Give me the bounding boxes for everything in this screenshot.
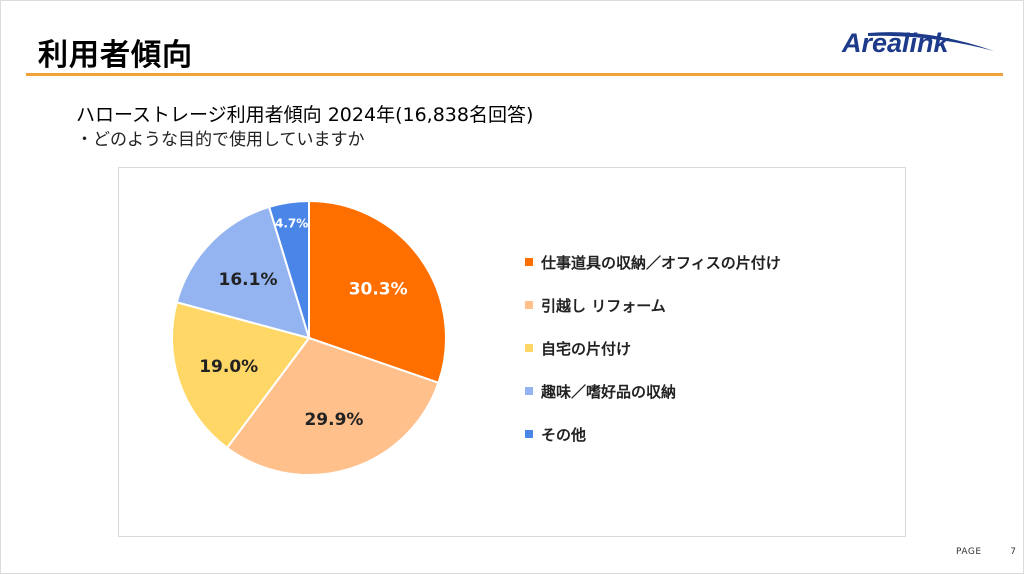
legend-swatch [525,258,533,266]
chart-container: 30.3% 29.9% 19.0% 16.1% 4.7% 仕事道具の収納／オフィスの片付… [118,167,906,537]
legend-label: 自宅の片付け [541,339,632,358]
data-label-moving-reform: 29.9% [304,410,363,430]
page-label: PAGE [956,547,982,557]
page-number: PAGE 7 [956,547,1017,557]
chart-subtitle: ハローストレージ利用者傾向 2024年(16,838名回答) [76,104,534,126]
legend-label: 仕事道具の収納／オフィスの片付け [541,253,781,272]
data-label-work-storage: 30.3% [349,280,408,300]
legend-swatch [525,344,533,352]
logo-swoosh [868,32,994,51]
legend-label: 引越し リフォーム [541,296,666,315]
legend-item-home-tidying: 自宅の片付け [525,338,631,358]
page-title: 利用者傾向 [38,38,193,73]
legend-item-moving-reform: 引越し リフォーム [525,295,666,315]
legend-swatch [525,301,533,309]
legend-item-other: その他 [525,424,586,444]
arealink-logo: Arealink [841,28,994,58]
pie-slice-other [267,199,310,339]
pie-slice-work-storage [308,199,447,385]
legend-swatch [525,430,533,438]
pie-slice-hobby-storage [175,205,311,340]
legend-item-work-storage: 仕事道具の収納／オフィスの片付け [525,252,781,272]
legend-swatch [525,387,533,395]
legend-label: 趣味／嗜好品の収納 [541,382,677,401]
data-label-other: 4.7% [275,216,308,230]
legend-label: その他 [541,425,587,444]
pie-slice-home-tidying [171,301,311,450]
data-label-hobby-storage: 16.1% [219,270,278,290]
pie-slice-moving-reform [225,336,440,476]
title-underline [26,73,1003,76]
legend-item-hobby-storage: 趣味／嗜好品の収納 [525,381,676,401]
data-label-home-tidying: 19.0% [199,357,258,377]
survey-question: ・どのような目的で使用していますか [76,130,365,150]
page-number-value: 7 [1010,547,1017,557]
pie-chart: 30.3% 29.9% 19.0% 16.1% 4.7% [171,199,447,476]
